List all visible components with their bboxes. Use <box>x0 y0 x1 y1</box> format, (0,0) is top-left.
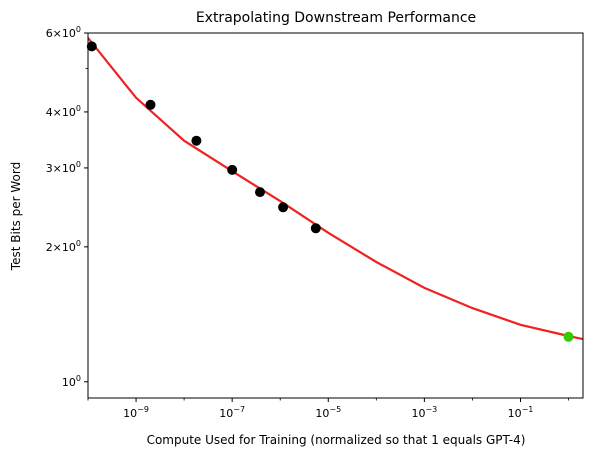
chart-title: Extrapolating Downstream Performance <box>196 10 476 26</box>
x-tick-label: 10−7 <box>219 405 245 420</box>
x-axis-label: Compute Used for Training (normalized so… <box>147 433 526 447</box>
data-point <box>278 202 289 213</box>
data-point <box>86 41 97 52</box>
y-tick-label: 4×100 <box>46 104 81 119</box>
y-axis-label: Test Bits per Word <box>9 162 23 271</box>
x-tick-label: 10−1 <box>508 405 534 420</box>
y-tick-label: 3×100 <box>46 160 81 175</box>
y-tick-label: 100 <box>62 374 81 389</box>
gpt4-point <box>563 331 574 342</box>
data-point <box>227 164 238 175</box>
x-tick-label: 10−5 <box>315 405 341 420</box>
data-point <box>310 223 321 234</box>
fit-curve <box>88 37 583 341</box>
plot-area: 10−9 10−7 10−5 10−3 10−1 100 2×100 3×100 4×100 6×… <box>46 25 584 420</box>
data-point <box>255 187 265 198</box>
x-tick-label: 10−9 <box>123 405 149 420</box>
data-point <box>191 135 202 146</box>
x-tick-label: 10−3 <box>411 405 437 420</box>
y-tick-label: 2×100 <box>46 239 81 254</box>
data-point <box>145 99 156 110</box>
y-tick-label: 6×100 <box>46 25 81 40</box>
axes-frame <box>87 32 584 399</box>
